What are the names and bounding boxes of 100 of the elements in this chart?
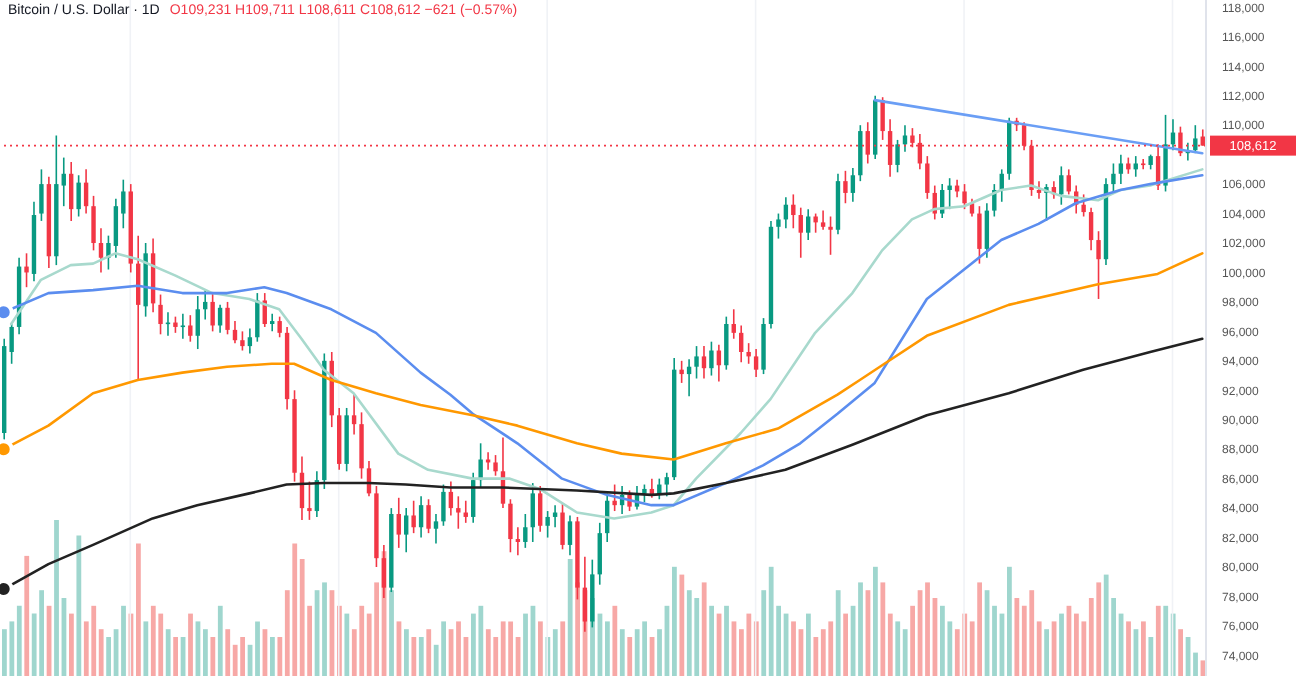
bar <box>940 605 945 676</box>
bar <box>724 605 729 676</box>
candlestick <box>567 514 573 557</box>
candlestick <box>992 183 997 218</box>
bar <box>225 629 231 676</box>
candlestick <box>396 497 401 549</box>
bar <box>203 629 208 676</box>
candlestick <box>739 324 744 364</box>
candlestick <box>76 174 81 218</box>
candlestick <box>843 170 848 205</box>
candlestick <box>820 209 826 231</box>
bar <box>835 590 841 676</box>
candlestick <box>418 495 424 539</box>
candlestick <box>612 483 617 512</box>
bar <box>1014 598 1020 676</box>
candlestick <box>180 312 186 340</box>
candlestick <box>24 252 29 288</box>
candlestick <box>426 498 431 534</box>
candlestick <box>277 315 282 339</box>
candlestick <box>523 513 528 549</box>
candlestick <box>270 312 275 333</box>
bar <box>642 621 648 676</box>
candlestick <box>806 208 811 241</box>
candlestick <box>597 522 602 586</box>
candlestick <box>977 205 982 265</box>
bar <box>418 637 424 676</box>
bar <box>880 582 886 676</box>
bar <box>76 535 82 676</box>
bar <box>873 566 878 676</box>
bar <box>843 613 849 676</box>
bar <box>813 637 819 676</box>
candlestick <box>746 342 751 365</box>
bar <box>270 637 275 676</box>
candlestick <box>880 96 885 141</box>
candlestick <box>307 480 312 521</box>
candlestick <box>456 495 461 530</box>
candlestick <box>1193 124 1198 154</box>
candlestick <box>1088 206 1094 252</box>
candlestick <box>813 212 818 234</box>
candlestick <box>895 139 900 174</box>
bar <box>1007 566 1012 676</box>
candlestick <box>664 471 669 498</box>
bar <box>858 582 863 676</box>
candlestick <box>98 227 104 274</box>
bar <box>567 559 573 676</box>
bar <box>977 582 983 676</box>
bar <box>173 637 179 676</box>
candlestick <box>724 315 729 371</box>
candlestick <box>731 308 736 340</box>
bar <box>69 613 74 676</box>
candlestick <box>776 212 781 240</box>
bar <box>16 605 22 676</box>
bar <box>552 629 558 676</box>
bar <box>136 543 141 676</box>
candlestick <box>753 348 759 378</box>
candlestick <box>188 314 193 343</box>
candlestick <box>984 202 990 259</box>
candlestick <box>1141 158 1146 171</box>
candlestick <box>538 485 543 533</box>
bar <box>240 637 246 676</box>
bar <box>828 621 834 676</box>
bar <box>471 613 476 676</box>
candlestick <box>1096 230 1101 300</box>
candlestick <box>545 510 550 539</box>
candlestick <box>411 499 416 534</box>
candlestick <box>351 392 357 436</box>
bar <box>210 637 216 676</box>
bar <box>1074 613 1079 676</box>
bar <box>158 613 164 676</box>
candlestick <box>508 498 513 554</box>
bar <box>686 590 692 676</box>
candlestick <box>798 206 803 259</box>
bar <box>359 605 365 676</box>
candlestick <box>791 193 796 230</box>
candlestick <box>1133 155 1138 178</box>
bar <box>150 605 156 676</box>
candlestick <box>530 482 535 543</box>
candlestick <box>962 183 967 210</box>
bar <box>768 566 774 676</box>
bar <box>791 621 796 676</box>
bar <box>560 621 566 676</box>
candlestick <box>448 480 454 517</box>
bar <box>292 543 298 676</box>
bar <box>188 613 193 676</box>
bar <box>24 555 30 676</box>
bar <box>1126 621 1131 676</box>
candlestick <box>433 513 439 545</box>
bar <box>820 629 826 676</box>
candlestick <box>1066 168 1071 196</box>
bar <box>1178 629 1184 676</box>
candlestick <box>709 340 714 377</box>
candlestick <box>210 292 215 333</box>
bar <box>1059 613 1064 676</box>
candlestick <box>113 198 119 259</box>
bar <box>1029 590 1035 676</box>
bar <box>1141 621 1146 676</box>
candlestick <box>1118 153 1124 185</box>
bar <box>255 621 260 676</box>
candlestick <box>679 360 684 384</box>
bar <box>344 613 350 676</box>
